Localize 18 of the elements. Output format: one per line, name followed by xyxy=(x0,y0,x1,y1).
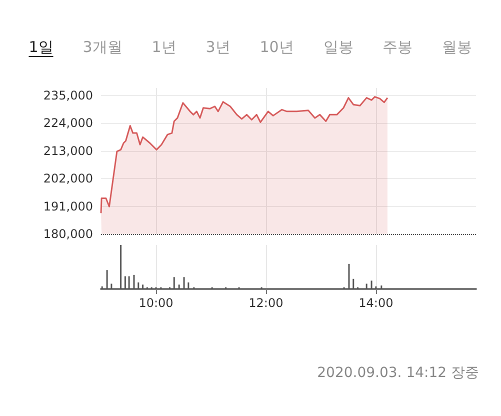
y-tick-label: 180,000 xyxy=(43,227,93,241)
x-tick-label: 14:00 xyxy=(358,296,394,310)
text: 10년 xyxy=(260,38,294,57)
x-tick-label: 10:00 xyxy=(138,296,174,310)
y-tick-label: 235,000 xyxy=(43,88,93,103)
text: 일봉 xyxy=(323,38,354,57)
y-tick-label: 213,000 xyxy=(43,144,93,158)
y-tick-label: 202,000 xyxy=(43,172,93,186)
text: 3년 xyxy=(206,38,230,57)
y-tick-label: 224,000 xyxy=(43,116,93,130)
text: 1년 xyxy=(152,38,176,57)
x-tick-label: 12:00 xyxy=(248,296,284,310)
text: 2020.09.03. 14:12 장중 xyxy=(317,364,479,382)
y-tick-label: 191,000 xyxy=(43,199,93,214)
text: 3개월 xyxy=(82,38,122,57)
text: 월봉 xyxy=(442,38,472,57)
text: 1일 xyxy=(28,38,54,57)
text: 주봉 xyxy=(382,38,413,57)
